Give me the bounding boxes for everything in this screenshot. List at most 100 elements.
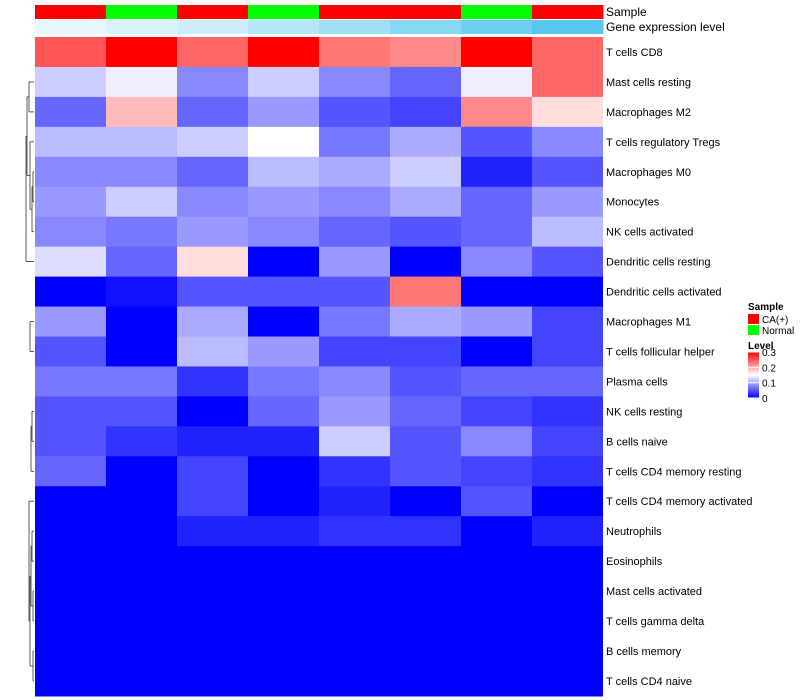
heatmap-cell — [532, 276, 603, 308]
heatmap-cell — [532, 37, 603, 68]
heatmap-cell — [532, 546, 603, 577]
heatmap-cell — [106, 37, 177, 68]
heatmap-cell — [35, 396, 106, 427]
heatmap-cell — [35, 576, 106, 607]
heatmap-cell — [248, 366, 319, 397]
heatmap-cell — [35, 37, 106, 68]
heatmap-cell — [461, 576, 532, 607]
heatmap-cell — [532, 306, 603, 338]
heatmap-cell — [177, 456, 248, 487]
heatmap-cell — [390, 336, 461, 368]
legend-tick-label: 0.2 — [762, 363, 776, 374]
heatmap-cell — [461, 66, 532, 98]
sample-annotation-cell — [106, 5, 178, 19]
heatmap-cell — [248, 576, 319, 607]
heatmap-cell — [177, 426, 248, 457]
heatmap-cell — [106, 606, 177, 637]
row-label: T cells CD4 memory resting — [606, 466, 742, 478]
heatmap-cell — [532, 426, 603, 457]
heatmap-cell — [177, 665, 248, 697]
legend-label-normal: Normal — [762, 326, 794, 337]
heatmap-cell — [106, 665, 177, 697]
expression-annotation-cell — [248, 20, 320, 34]
legend-tick-label: 0 — [762, 394, 768, 405]
heatmap-cell — [106, 456, 177, 487]
expression-annotation-cell — [461, 20, 533, 34]
heatmap-cell — [177, 336, 248, 368]
heatmap-cell — [319, 426, 390, 457]
legend-label-ca: CA(+) — [762, 315, 788, 326]
heatmap-cell — [35, 246, 106, 278]
heatmap-cell — [319, 606, 390, 637]
heatmap-cell — [35, 126, 106, 158]
heatmap-cell — [106, 276, 177, 308]
heatmap-cell — [532, 156, 603, 188]
heatmap-cell — [106, 426, 177, 457]
heatmap-cell — [461, 426, 532, 457]
heatmap-cell — [532, 96, 603, 128]
heatmap-cell — [461, 37, 532, 68]
row-label: Macrophages M2 — [606, 107, 691, 119]
heatmap-cell — [35, 156, 106, 188]
heatmap-cell — [461, 216, 532, 248]
heatmap-cell — [248, 516, 319, 547]
heatmap-cell — [248, 216, 319, 248]
expression-annotation-cell — [177, 20, 249, 34]
heatmap-cell — [532, 366, 603, 397]
heatmap-cell — [35, 665, 106, 697]
heatmap-cell — [106, 126, 177, 158]
heatmap-cell — [390, 366, 461, 397]
heatmap-cell — [319, 126, 390, 158]
heatmap-cell — [319, 456, 390, 487]
heatmap-cell — [177, 126, 248, 158]
legend-swatch-normal — [748, 325, 759, 335]
row-label: Macrophages M0 — [606, 167, 691, 179]
heatmap-cell — [248, 246, 319, 278]
heatmap-cell — [319, 216, 390, 248]
heatmap-cell — [390, 276, 461, 308]
heatmap-cell — [390, 37, 461, 68]
heatmap-cell — [106, 576, 177, 607]
heatmap-cell — [461, 665, 532, 697]
heatmap-cell — [248, 426, 319, 457]
heatmap-cell — [390, 96, 461, 128]
heatmap-cell — [319, 66, 390, 98]
heatmap-cell — [319, 636, 390, 667]
heatmap-cell — [106, 306, 177, 338]
heatmap-cell — [177, 306, 248, 338]
heatmap-cell — [248, 636, 319, 667]
heatmap-cell — [35, 516, 106, 547]
row-label: Monocytes — [606, 197, 660, 209]
row-label: NK cells activated — [606, 227, 693, 239]
heatmap-cell — [35, 606, 106, 637]
row-label: NK cells resting — [606, 406, 682, 418]
heatmap-cell — [461, 546, 532, 577]
heatmap-cell — [390, 126, 461, 158]
heatmap-cell — [248, 665, 319, 697]
heatmap-cell — [35, 66, 106, 98]
row-labels: T cells CD8 Mast cells resting Macrophages… — [606, 47, 753, 688]
heatmap-cell — [177, 366, 248, 397]
heatmap-cell — [532, 516, 603, 547]
expression-annotation-cell — [35, 20, 107, 34]
heatmap-cell — [461, 396, 532, 427]
heatmap-cell — [461, 516, 532, 547]
sample-annotation-cell — [461, 5, 533, 19]
row-label: T cells follicular helper — [606, 347, 715, 359]
legend-swatch-ca — [748, 314, 759, 324]
heatmap-cell — [461, 156, 532, 188]
row-label: T cells regulatory Tregs — [606, 137, 721, 149]
heatmap-cell — [461, 486, 532, 517]
heatmap-cell — [106, 186, 177, 218]
heatmap-cell — [390, 66, 461, 98]
heatmap-cell — [177, 486, 248, 517]
heatmap-cell — [35, 426, 106, 457]
heatmap-cell — [532, 66, 603, 98]
heatmap-cell — [532, 606, 603, 637]
row-label: T cells gamma delta — [606, 616, 705, 628]
row-label: T cells CD8 — [606, 47, 663, 59]
heatmap-cell — [35, 276, 106, 308]
heatmap-cell — [390, 486, 461, 517]
heatmap-cell — [532, 216, 603, 248]
